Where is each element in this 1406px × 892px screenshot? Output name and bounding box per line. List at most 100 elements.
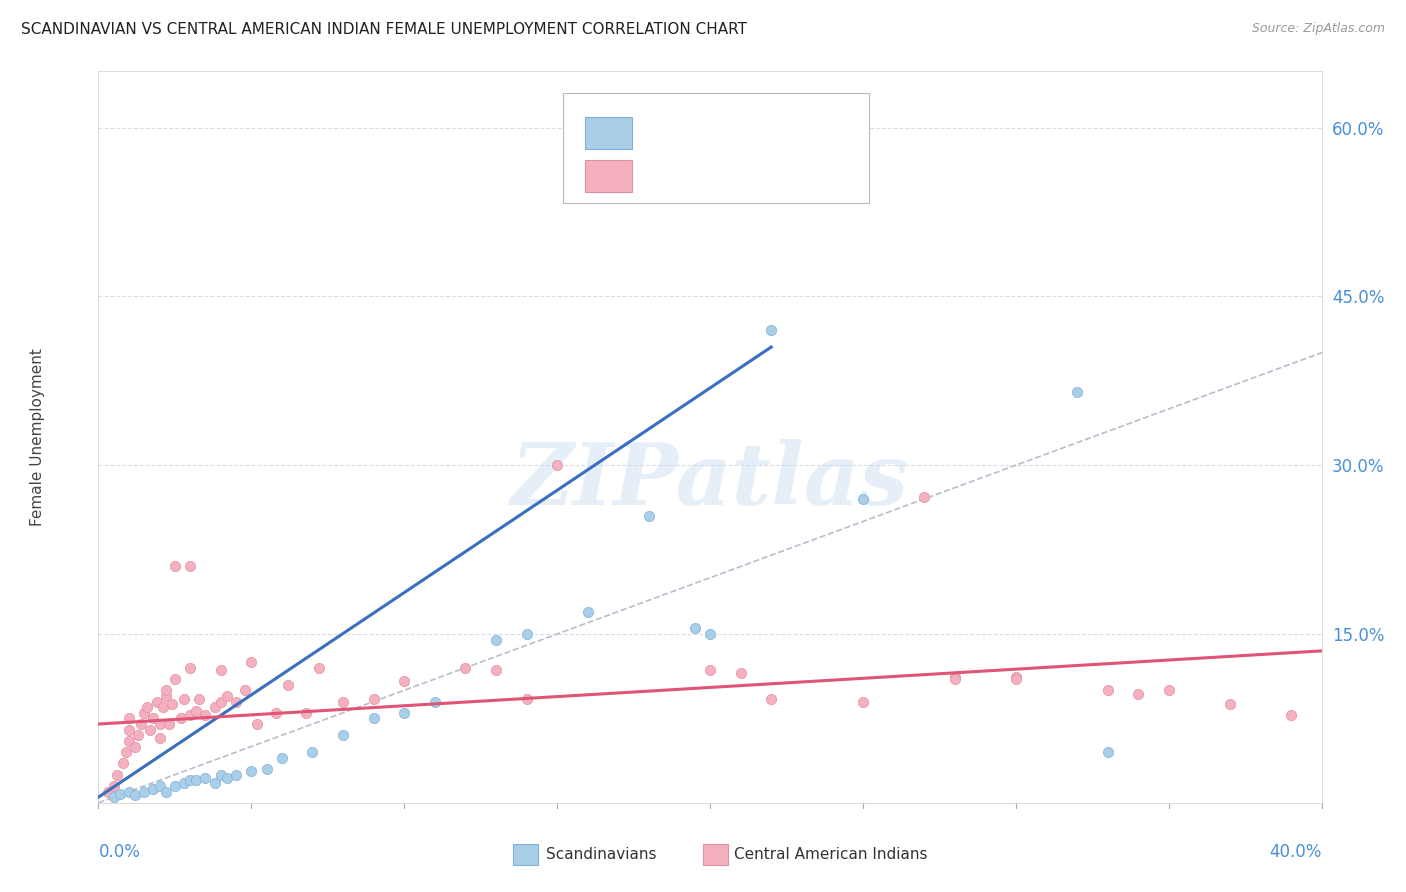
Point bbox=[118, 723, 141, 737]
Point bbox=[105, 767, 128, 781]
Point bbox=[155, 689, 177, 703]
Point bbox=[943, 672, 966, 686]
Point bbox=[1279, 708, 1302, 723]
Point bbox=[485, 663, 508, 677]
Point bbox=[149, 731, 172, 745]
Point bbox=[194, 708, 217, 723]
Text: ZIPatlas: ZIPatlas bbox=[510, 439, 910, 523]
Point bbox=[118, 711, 141, 725]
Text: N = 57: N = 57 bbox=[770, 161, 827, 176]
Point bbox=[699, 663, 721, 677]
Point bbox=[170, 711, 193, 725]
Point bbox=[173, 692, 195, 706]
Text: Female Unemployment: Female Unemployment bbox=[30, 348, 45, 526]
Point bbox=[124, 739, 146, 754]
Point bbox=[209, 694, 232, 708]
Point bbox=[179, 661, 201, 675]
Text: R = 0.647: R = 0.647 bbox=[654, 119, 730, 134]
Point bbox=[134, 706, 156, 720]
Point bbox=[118, 734, 141, 748]
Point bbox=[1004, 670, 1026, 684]
Point bbox=[308, 661, 330, 675]
Point bbox=[152, 700, 174, 714]
Bar bbox=[564, 94, 869, 203]
Point bbox=[1219, 697, 1241, 711]
Text: Central American Indians: Central American Indians bbox=[734, 847, 928, 862]
Point bbox=[943, 670, 966, 684]
Bar bbox=[585, 160, 631, 192]
Text: Source: ZipAtlas.com: Source: ZipAtlas.com bbox=[1251, 22, 1385, 36]
Point bbox=[392, 674, 416, 689]
Text: 40.0%: 40.0% bbox=[1270, 843, 1322, 861]
Point bbox=[103, 790, 125, 805]
Point bbox=[188, 692, 211, 706]
Point bbox=[256, 762, 278, 776]
Point bbox=[179, 773, 201, 788]
Point bbox=[1157, 683, 1180, 698]
Point bbox=[233, 683, 256, 698]
Point bbox=[103, 779, 125, 793]
Point bbox=[295, 706, 318, 720]
Point bbox=[516, 692, 538, 706]
Point bbox=[149, 779, 172, 793]
Point bbox=[115, 745, 138, 759]
Point bbox=[1004, 672, 1026, 686]
Point bbox=[576, 605, 599, 619]
Text: Scandinavians: Scandinavians bbox=[546, 847, 657, 862]
Point bbox=[912, 490, 935, 504]
Point bbox=[142, 711, 165, 725]
Point bbox=[240, 764, 263, 779]
Point bbox=[332, 694, 354, 708]
Text: N = 32: N = 32 bbox=[770, 119, 827, 134]
Point bbox=[155, 683, 177, 698]
Point bbox=[209, 663, 232, 677]
Point bbox=[454, 661, 477, 675]
Point bbox=[1097, 745, 1119, 759]
Point bbox=[730, 666, 752, 681]
Point bbox=[225, 767, 247, 781]
Point bbox=[215, 689, 238, 703]
Point bbox=[852, 694, 875, 708]
Point bbox=[209, 767, 232, 781]
Point bbox=[759, 692, 782, 706]
Point bbox=[332, 728, 354, 742]
Point bbox=[204, 700, 226, 714]
Point bbox=[163, 672, 186, 686]
Point bbox=[160, 697, 183, 711]
Point bbox=[129, 717, 152, 731]
Point bbox=[194, 771, 217, 785]
Point bbox=[204, 775, 226, 789]
Point bbox=[852, 491, 875, 506]
Point bbox=[240, 655, 263, 669]
Point bbox=[759, 323, 782, 337]
Point bbox=[136, 700, 159, 714]
Point bbox=[423, 694, 446, 708]
Point bbox=[111, 756, 134, 771]
Point bbox=[186, 704, 208, 718]
Text: R = 0.238: R = 0.238 bbox=[654, 161, 730, 176]
Point bbox=[139, 723, 162, 737]
Point bbox=[157, 717, 180, 731]
Point bbox=[637, 508, 661, 523]
Point bbox=[145, 694, 167, 708]
Point bbox=[1097, 683, 1119, 698]
Point bbox=[363, 711, 385, 725]
Point bbox=[1066, 385, 1088, 400]
Point bbox=[485, 632, 508, 647]
Point bbox=[163, 559, 186, 574]
Point bbox=[699, 627, 721, 641]
Point bbox=[301, 745, 323, 759]
Text: SCANDINAVIAN VS CENTRAL AMERICAN INDIAN FEMALE UNEMPLOYMENT CORRELATION CHART: SCANDINAVIAN VS CENTRAL AMERICAN INDIAN … bbox=[21, 22, 747, 37]
Point bbox=[546, 458, 568, 473]
Point bbox=[821, 171, 844, 186]
Point bbox=[163, 779, 186, 793]
Point bbox=[179, 559, 201, 574]
Point bbox=[186, 773, 208, 788]
Point bbox=[124, 788, 146, 802]
Point bbox=[215, 771, 238, 785]
Point bbox=[149, 717, 172, 731]
Text: 0.0%: 0.0% bbox=[98, 843, 141, 861]
Point bbox=[134, 784, 156, 798]
Point bbox=[392, 706, 416, 720]
Point bbox=[277, 678, 299, 692]
